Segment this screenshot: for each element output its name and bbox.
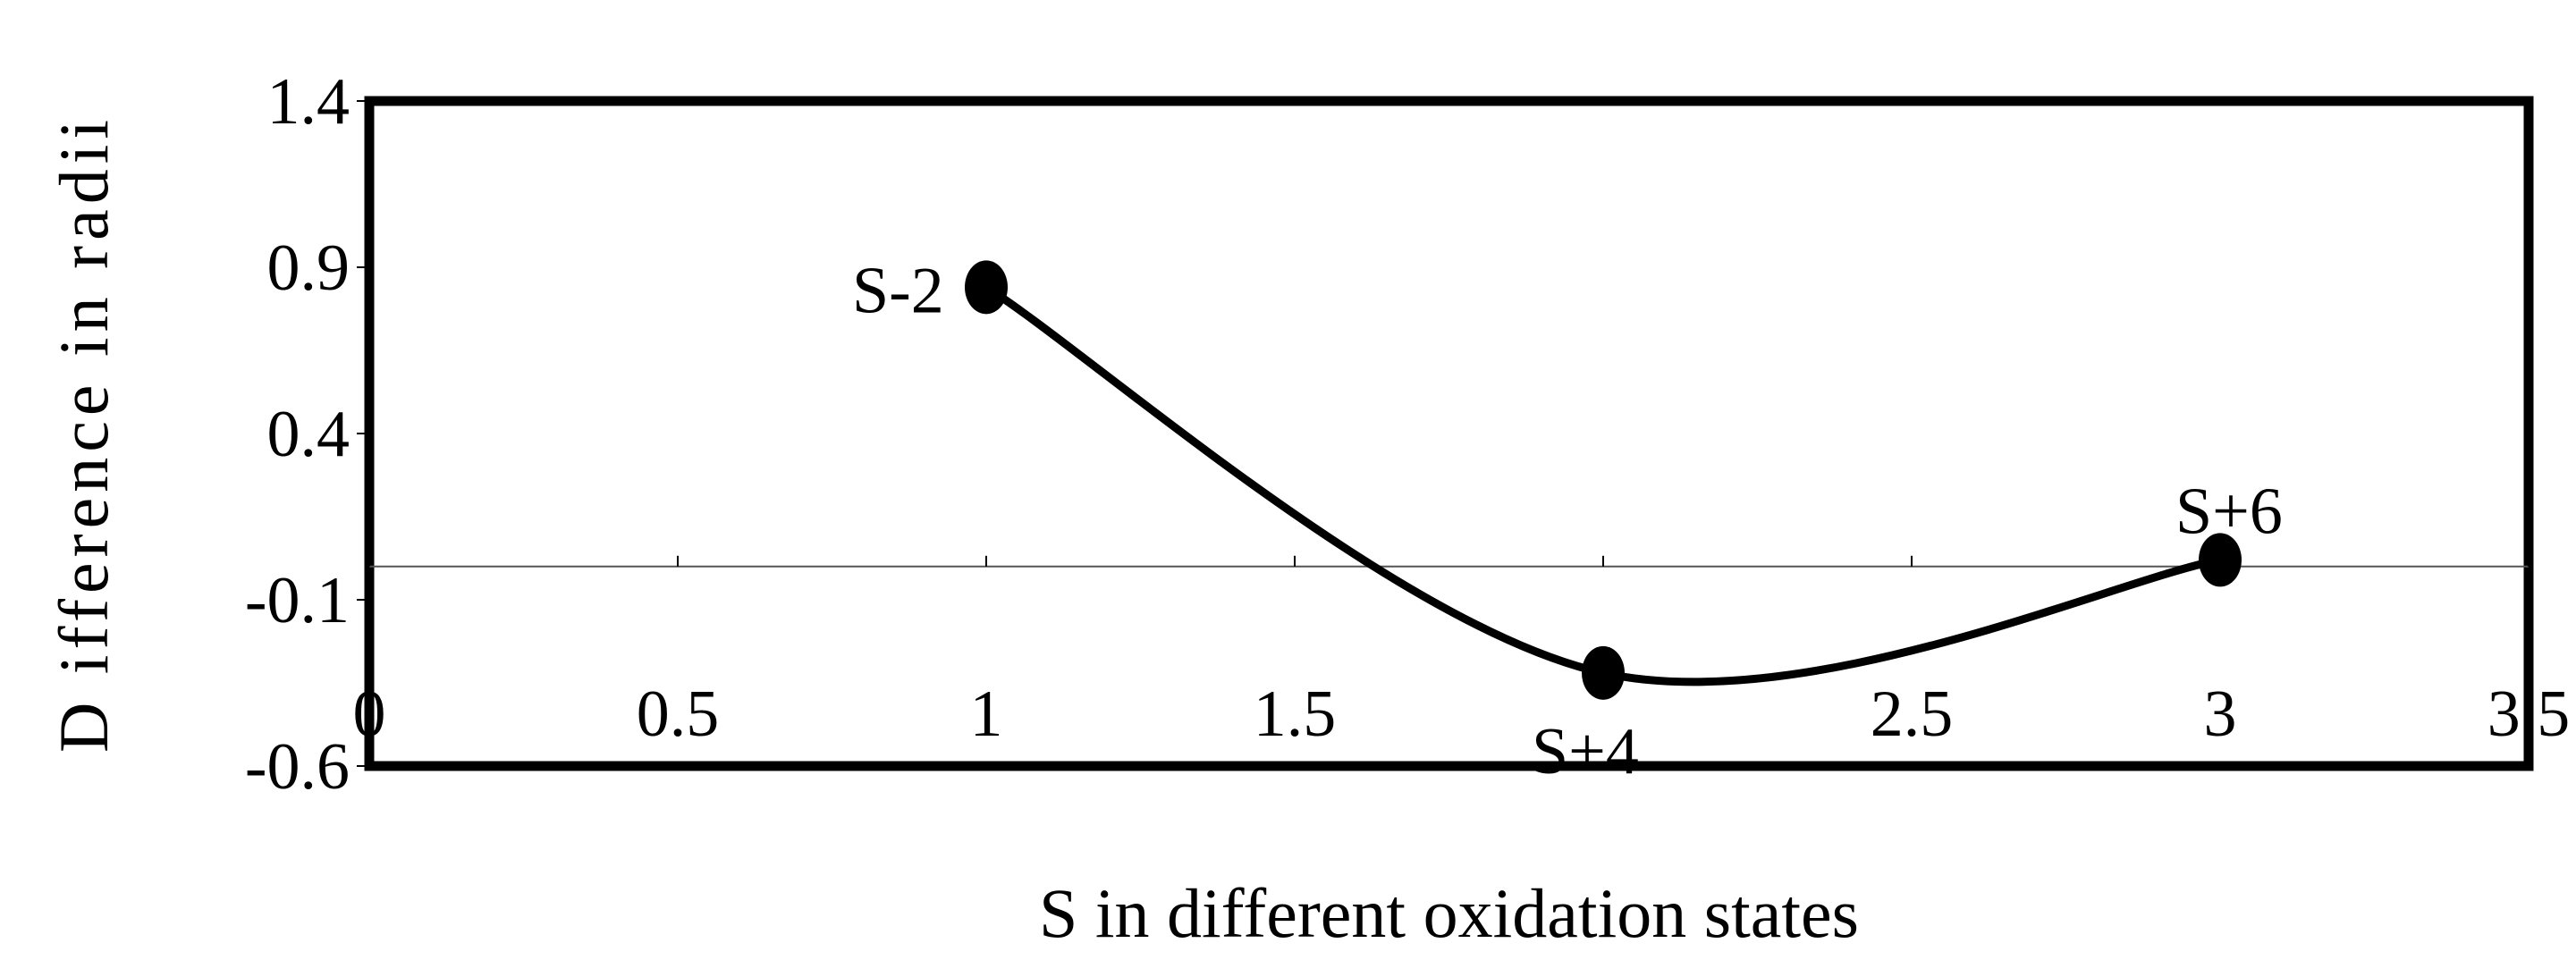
x-tick-label: 1	[970, 678, 1003, 751]
x-axis-title: S in different oxidation states	[1039, 874, 1859, 952]
x-tick-label: 2.5	[1871, 678, 1954, 751]
y-tick-label: 1.4	[267, 65, 351, 139]
x-tick-label: 1.5	[1254, 678, 1337, 751]
y-tick-label: 0.9	[267, 232, 351, 305]
y-tick-label: 0.4	[267, 398, 351, 471]
data-point	[1582, 645, 1625, 700]
y-tick-label: -0.1	[245, 564, 350, 637]
data-label: S+6	[2175, 475, 2283, 548]
plot-border	[364, 96, 2534, 771]
x-tick-label: 3	[2204, 678, 2237, 751]
x-tick-label: 3.5	[2487, 678, 2571, 751]
y-axis-title: D ifference in radii	[45, 114, 122, 753]
data-label: S+4	[1532, 715, 1639, 788]
data-point	[2199, 533, 2242, 587]
data-label: S-2	[852, 254, 944, 327]
data-point	[965, 260, 1008, 315]
x-tick-label: 0	[353, 678, 386, 751]
series-line	[982, 282, 2225, 686]
y-tick-label: -0.6	[245, 730, 350, 804]
x-tick-label: 0.5	[637, 678, 720, 751]
